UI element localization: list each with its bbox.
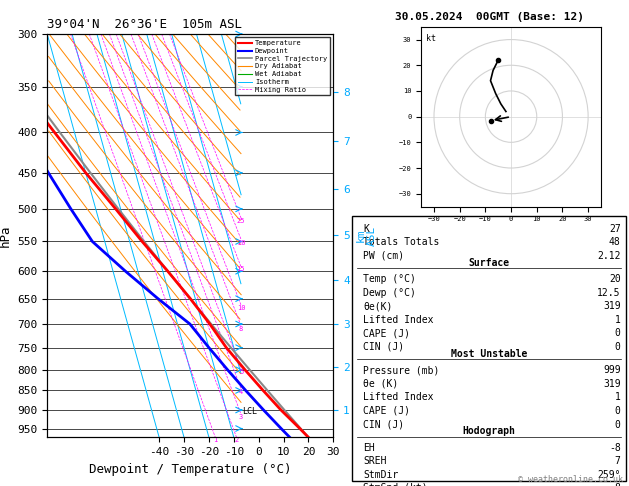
Text: -8: -8	[609, 443, 621, 452]
Legend: Temperature, Dewpoint, Parcel Trajectory, Dry Adiabat, Wet Adiabat, Isotherm, Mi: Temperature, Dewpoint, Parcel Trajectory…	[235, 37, 330, 95]
Text: 3: 3	[239, 414, 243, 420]
Text: StmDir: StmDir	[363, 470, 398, 480]
Text: 15: 15	[237, 266, 245, 272]
Text: 2.12: 2.12	[597, 251, 621, 261]
Text: 30.05.2024  00GMT (Base: 12): 30.05.2024 00GMT (Base: 12)	[394, 12, 584, 22]
Text: Temp (°C): Temp (°C)	[363, 274, 416, 284]
Text: 0: 0	[615, 406, 621, 416]
Text: SREH: SREH	[363, 456, 387, 466]
Text: 999: 999	[603, 365, 621, 375]
Text: 39°04'N  26°36'E  105m ASL: 39°04'N 26°36'E 105m ASL	[47, 18, 242, 32]
Text: LCL: LCL	[242, 407, 257, 417]
Text: EH: EH	[363, 443, 375, 452]
Text: Most Unstable: Most Unstable	[451, 349, 527, 359]
Text: © weatheronline.co.uk: © weatheronline.co.uk	[518, 474, 623, 484]
Text: 25: 25	[237, 218, 245, 224]
Text: 1: 1	[615, 315, 621, 325]
Text: θe (K): θe (K)	[363, 379, 398, 389]
Text: CIN (J): CIN (J)	[363, 419, 404, 430]
Text: CAPE (J): CAPE (J)	[363, 329, 410, 338]
Text: Pressure (mb): Pressure (mb)	[363, 365, 440, 375]
X-axis label: Dewpoint / Temperature (°C): Dewpoint / Temperature (°C)	[89, 463, 291, 476]
Text: K: K	[363, 224, 369, 234]
Text: PW (cm): PW (cm)	[363, 251, 404, 261]
Text: 27: 27	[609, 224, 621, 234]
Text: 2: 2	[235, 437, 238, 443]
Text: 48: 48	[609, 237, 621, 247]
Text: CAPE (J): CAPE (J)	[363, 406, 410, 416]
Text: 0: 0	[615, 342, 621, 352]
Text: 8: 8	[615, 484, 621, 486]
Y-axis label: km
ASL: km ASL	[355, 226, 377, 246]
Text: CIN (J): CIN (J)	[363, 342, 404, 352]
Text: 0: 0	[615, 329, 621, 338]
Text: θe(K): θe(K)	[363, 301, 392, 311]
Text: 20: 20	[609, 274, 621, 284]
Text: 259°: 259°	[597, 470, 621, 480]
Text: kt: kt	[426, 35, 437, 43]
Text: Lifted Index: Lifted Index	[363, 392, 433, 402]
Text: 0: 0	[615, 419, 621, 430]
Text: 319: 319	[603, 301, 621, 311]
Text: Hodograph: Hodograph	[462, 426, 516, 436]
Text: Dewp (°C): Dewp (°C)	[363, 288, 416, 297]
Text: 319: 319	[603, 379, 621, 389]
Text: 1: 1	[615, 392, 621, 402]
Y-axis label: hPa: hPa	[0, 225, 12, 247]
Text: 20: 20	[237, 240, 245, 246]
Text: Lifted Index: Lifted Index	[363, 315, 433, 325]
Text: Totals Totals: Totals Totals	[363, 237, 440, 247]
Text: 10: 10	[237, 305, 245, 311]
Text: StmSpd (kt): StmSpd (kt)	[363, 484, 428, 486]
Text: 12.5: 12.5	[597, 288, 621, 297]
Text: 7: 7	[615, 456, 621, 466]
Text: 5: 5	[239, 369, 243, 375]
Text: 8: 8	[239, 326, 243, 331]
Text: 1: 1	[213, 437, 218, 443]
Text: Surface: Surface	[469, 258, 509, 268]
Text: 4: 4	[239, 389, 243, 395]
Bar	[352, 216, 626, 481]
